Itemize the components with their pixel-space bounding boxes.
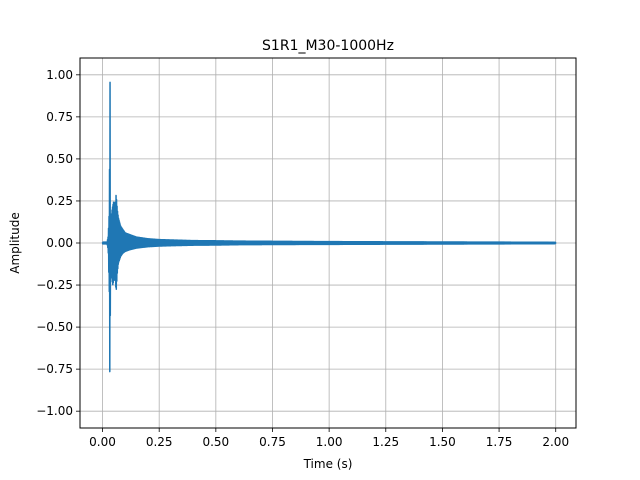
y-tick-label: −0.25 bbox=[36, 278, 73, 292]
y-tick-label: 1.00 bbox=[46, 68, 73, 82]
y-tick-label: −1.00 bbox=[36, 404, 73, 418]
y-tick-label: 0.00 bbox=[46, 236, 73, 250]
y-tick-label: 0.75 bbox=[46, 110, 73, 124]
x-tick-label: 1.00 bbox=[316, 435, 343, 449]
y-tick-label: 0.50 bbox=[46, 152, 73, 166]
waveform-line bbox=[101, 81, 557, 373]
waveform-series bbox=[101, 81, 557, 373]
x-tick-label: 1.50 bbox=[429, 435, 456, 449]
y-tick-label: −0.50 bbox=[36, 320, 73, 334]
x-axis: 0.00 0.25 0.50 0.75 1.00 1.25 1.50 1.75 2.00 bbox=[89, 428, 569, 449]
chart-title: S1R1_M30-1000Hz bbox=[262, 38, 394, 54]
y-tick-label: −0.75 bbox=[36, 362, 73, 376]
x-tick-label: 0.25 bbox=[146, 435, 173, 449]
x-tick-label: 0.50 bbox=[202, 435, 229, 449]
x-tick-label: 0.00 bbox=[89, 435, 116, 449]
x-tick-label: 1.75 bbox=[486, 435, 513, 449]
x-axis-label: Time (s) bbox=[303, 457, 353, 471]
y-axis-label: Amplitude bbox=[8, 212, 22, 274]
x-tick-label: 2.00 bbox=[542, 435, 569, 449]
y-tick-label: 0.25 bbox=[46, 194, 73, 208]
y-axis: −1.00 −0.75 −0.50 −0.25 0.00 0.25 0.50 0.75 1.00 bbox=[36, 68, 80, 418]
x-tick-label: 1.25 bbox=[372, 435, 399, 449]
x-tick-label: 0.75 bbox=[259, 435, 286, 449]
